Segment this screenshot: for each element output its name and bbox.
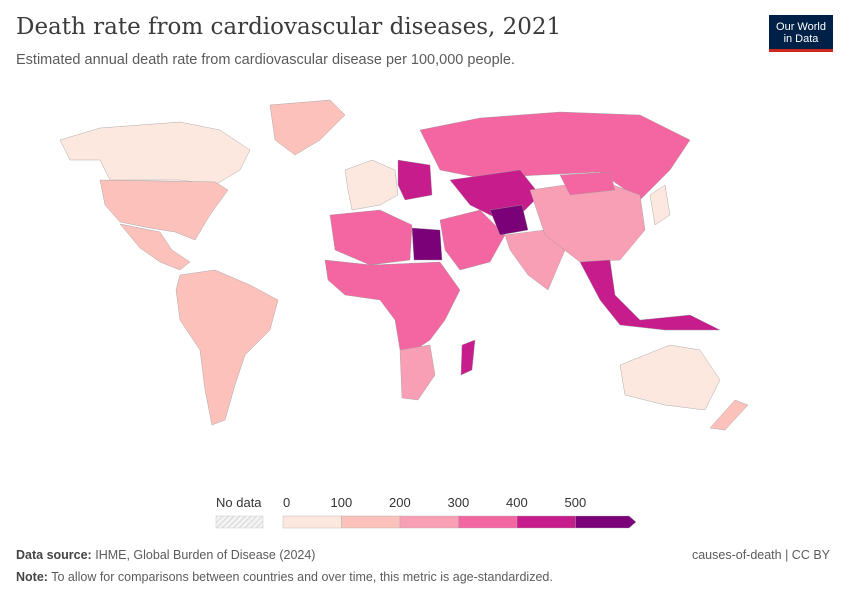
source-label: Data source:	[16, 548, 92, 562]
region-egypt[interactable]	[411, 227, 443, 261]
license[interactable]: causes-of-death | CC BY	[691, 548, 830, 562]
chart-subtitle: Estimated annual death rate from cardiov…	[16, 52, 515, 68]
region-north-africa[interactable]	[329, 209, 413, 266]
source-text[interactable]: IHME, Global Burden of Disease (2024)	[95, 548, 316, 562]
region-mexico[interactable]	[119, 223, 191, 271]
region-sub-saharan-africa[interactable]	[324, 259, 461, 351]
legend-bin-2[interactable]	[399, 515, 459, 529]
legend-tick: 400	[506, 495, 528, 510]
region-afghanistan[interactable]	[489, 204, 529, 236]
legend-bin-5[interactable]	[575, 515, 637, 529]
legend-bin-0[interactable]	[282, 515, 342, 529]
legend-bin-3[interactable]	[458, 515, 518, 529]
legend-bin-4[interactable]	[516, 515, 576, 529]
region-middle-east[interactable]	[439, 209, 506, 271]
region-southern-africa[interactable]	[399, 344, 436, 401]
region-southeast-asia[interactable]	[579, 259, 721, 331]
note: Note: To allow for comparisons between c…	[16, 570, 553, 584]
region-united-states[interactable]	[99, 179, 229, 241]
region-madagascar[interactable]	[460, 339, 476, 376]
legend-no-data-label: No data	[216, 495, 262, 510]
legend-tick: 100	[330, 495, 353, 510]
region-new-zealand[interactable]	[709, 399, 749, 431]
legend-tick: 500	[564, 495, 587, 510]
data-source: Data source: IHME, Global Burden of Dise…	[16, 548, 315, 562]
legend-bar	[215, 515, 637, 529]
region-japan[interactable]	[649, 184, 671, 226]
region-greenland[interactable]	[269, 99, 346, 156]
legend-no-data-swatch	[215, 515, 264, 529]
note-text: To allow for comparisons between countri…	[51, 570, 553, 584]
owid-logo[interactable]: Our World in Data	[769, 15, 833, 52]
world-map	[59, 99, 749, 431]
region-canada[interactable]	[59, 121, 251, 186]
chart-title: Death rate from cardiovascular diseases,…	[16, 14, 562, 40]
region-mongolia[interactable]	[559, 171, 616, 196]
region-australia[interactable]	[619, 344, 721, 411]
legend-bin-1[interactable]	[341, 515, 401, 529]
region-western-europe[interactable]	[344, 159, 399, 211]
legend-tick: 0	[283, 495, 291, 510]
region-eastern-europe[interactable]	[397, 159, 433, 201]
logo-line2: in Data	[783, 33, 819, 45]
note-label: Note:	[16, 570, 48, 584]
logo-line1: Our World	[776, 21, 826, 33]
legend: No data 0 100 200 300 400 500	[0, 495, 850, 535]
region-south-america[interactable]	[175, 269, 279, 426]
legend-tick: 200	[389, 495, 411, 510]
legend-tick: 300	[447, 495, 470, 510]
